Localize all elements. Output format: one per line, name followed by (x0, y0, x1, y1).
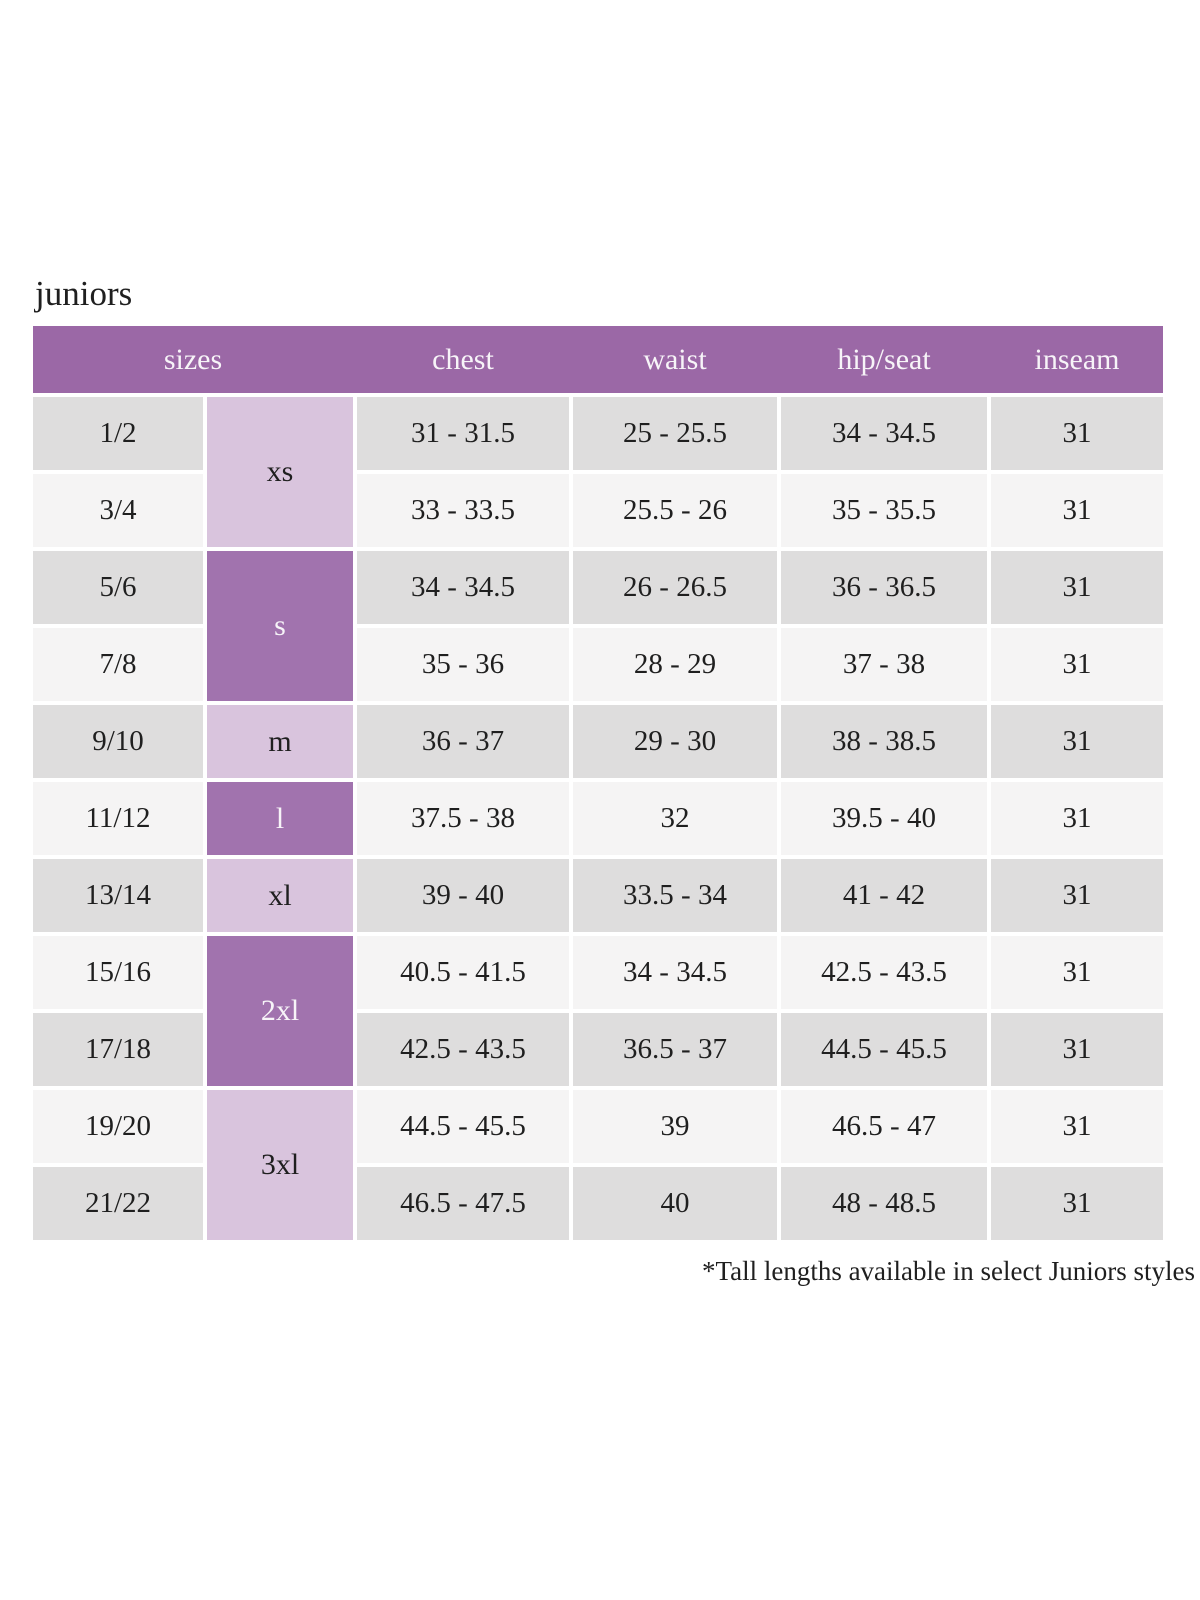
size-cell: 15/16 (33, 936, 203, 1010)
inseam-cell: 31 (991, 628, 1163, 702)
size-cell: 19/20 (33, 1090, 203, 1164)
inseam-cell: 31 (991, 1167, 1163, 1241)
inseam-cell: 31 (991, 1090, 1163, 1164)
size-group-cell-s: s (207, 551, 353, 702)
chest-cell: 34 - 34.5 (357, 551, 569, 625)
size-cell: 5/6 (33, 551, 203, 625)
table-row: 19/20 3xl 44.5 - 45.5 39 46.5 - 47 31 (33, 1090, 1163, 1241)
table-row: 13/14 xl 39 - 40 33.5 - 34 41 - 42 31 (33, 859, 1163, 933)
column-header-hip-seat: hip/seat (781, 326, 991, 394)
size-cell: 9/10 (33, 705, 203, 779)
hip-seat-cell: 41 - 42 (781, 859, 987, 933)
juniors-size-chart-table: sizes chest waist hip/seat inseam 1/2 xs… (29, 322, 1167, 1244)
hip-seat-cell: 39.5 - 40 (781, 782, 987, 856)
chest-cell: 40.5 - 41.5 (357, 936, 569, 1010)
waist-cell: 28 - 29 (573, 628, 777, 702)
size-cell: 1/2 (33, 397, 203, 471)
chest-cell: 33 - 33.5 (357, 474, 569, 548)
size-group-cell-3xl: 3xl (207, 1090, 353, 1241)
column-header-inseam: inseam (991, 326, 1163, 394)
hip-seat-cell: 34 - 34.5 (781, 397, 987, 471)
column-header-chest: chest (357, 326, 573, 394)
waist-cell: 32 (573, 782, 777, 856)
size-cell: 13/14 (33, 859, 203, 933)
hip-seat-cell: 42.5 - 43.5 (781, 936, 987, 1010)
table-row: 17/18 42.5 - 43.5 36.5 - 37 44.5 - 45.5 … (33, 1013, 1163, 1087)
column-header-sizes: sizes (33, 326, 357, 394)
hip-seat-cell: 44.5 - 45.5 (781, 1013, 987, 1087)
table-row: 21/22 46.5 - 47.5 40 48 - 48.5 31 (33, 1167, 1163, 1241)
size-cell: 7/8 (33, 628, 203, 702)
chest-cell: 31 - 31.5 (357, 397, 569, 471)
footnote: *Tall lengths available in select Junior… (701, 1256, 1195, 1287)
size-cell: 21/22 (33, 1167, 203, 1241)
size-group-cell-2xl: 2xl (207, 936, 353, 1087)
inseam-cell: 31 (991, 474, 1163, 548)
waist-cell: 26 - 26.5 (573, 551, 777, 625)
inseam-cell: 31 (991, 859, 1163, 933)
table-row: 3/4 33 - 33.5 25.5 - 26 35 - 35.5 31 (33, 474, 1163, 548)
chest-cell: 39 - 40 (357, 859, 569, 933)
header-row: sizes chest waist hip/seat inseam (33, 326, 1163, 394)
chest-cell: 35 - 36 (357, 628, 569, 702)
hip-seat-cell: 37 - 38 (781, 628, 987, 702)
inseam-cell: 31 (991, 397, 1163, 471)
inseam-cell: 31 (991, 936, 1163, 1010)
chest-cell: 36 - 37 (357, 705, 569, 779)
hip-seat-cell: 35 - 35.5 (781, 474, 987, 548)
waist-cell: 25.5 - 26 (573, 474, 777, 548)
size-group-cell-xs: xs (207, 397, 353, 548)
chest-cell: 44.5 - 45.5 (357, 1090, 569, 1164)
waist-cell: 33.5 - 34 (573, 859, 777, 933)
inseam-cell: 31 (991, 705, 1163, 779)
size-group-cell-l: l (207, 782, 353, 856)
hip-seat-cell: 46.5 - 47 (781, 1090, 987, 1164)
inseam-cell: 31 (991, 1013, 1163, 1087)
size-cell: 11/12 (33, 782, 203, 856)
hip-seat-cell: 48 - 48.5 (781, 1167, 987, 1241)
chest-cell: 42.5 - 43.5 (357, 1013, 569, 1087)
hip-seat-cell: 36 - 36.5 (781, 551, 987, 625)
waist-cell: 25 - 25.5 (573, 397, 777, 471)
size-cell: 3/4 (33, 474, 203, 548)
size-chart-content: juniors sizes chest waist hip/seat insea… (29, 274, 1195, 1287)
size-cell: 17/18 (33, 1013, 203, 1087)
waist-cell: 40 (573, 1167, 777, 1241)
table-row: 1/2 xs 31 - 31.5 25 - 25.5 34 - 34.5 31 (33, 397, 1163, 548)
inseam-cell: 31 (991, 782, 1163, 856)
waist-cell: 39 (573, 1090, 777, 1164)
waist-cell: 34 - 34.5 (573, 936, 777, 1010)
table-row: 7/8 35 - 36 28 - 29 37 - 38 31 (33, 628, 1163, 702)
page-title: juniors (35, 274, 133, 313)
chest-cell: 37.5 - 38 (357, 782, 569, 856)
chest-cell: 46.5 - 47.5 (357, 1167, 569, 1241)
table-row: 9/10 m 36 - 37 29 - 30 38 - 38.5 31 (33, 705, 1163, 779)
table-row: 15/16 2xl 40.5 - 41.5 34 - 34.5 42.5 - 4… (33, 936, 1163, 1087)
hip-seat-cell: 38 - 38.5 (781, 705, 987, 779)
waist-cell: 36.5 - 37 (573, 1013, 777, 1087)
column-header-waist: waist (573, 326, 781, 394)
inseam-cell: 31 (991, 551, 1163, 625)
waist-cell: 29 - 30 (573, 705, 777, 779)
size-group-cell-m: m (207, 705, 353, 779)
table-row: 11/12 l 37.5 - 38 32 39.5 - 40 31 (33, 782, 1163, 856)
table-row: 5/6 s 34 - 34.5 26 - 26.5 36 - 36.5 31 (33, 551, 1163, 702)
size-group-cell-xl: xl (207, 859, 353, 933)
